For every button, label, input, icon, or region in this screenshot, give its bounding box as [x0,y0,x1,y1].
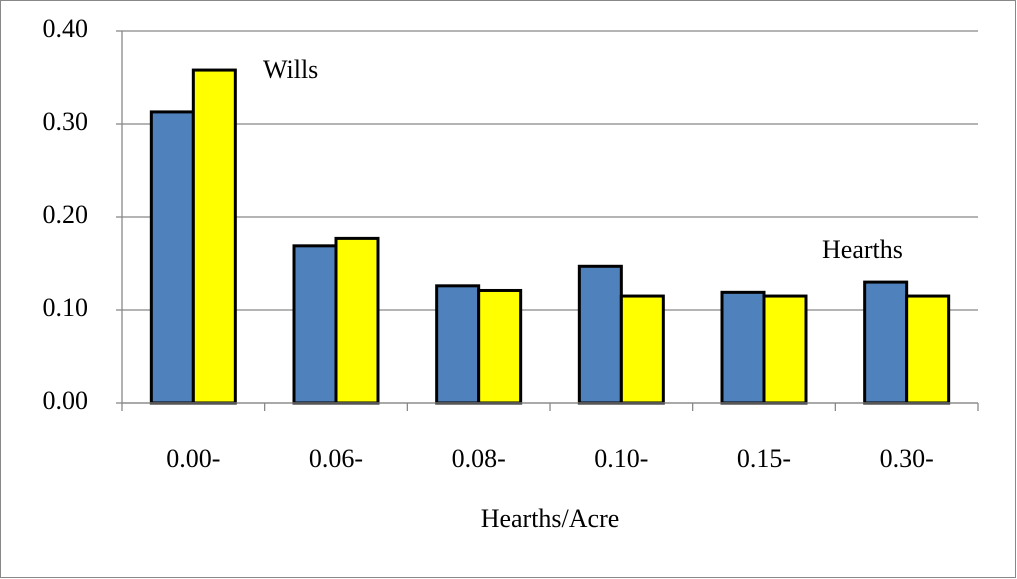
x-tick-label: 0.15- [737,444,791,473]
series-label: Wills [263,55,318,84]
y-tick-label: 0.40 [43,14,89,43]
bar [334,236,380,405]
y-tick-label: 0.00 [43,386,89,415]
bar [720,290,766,405]
x-tick-label: 0.30- [880,444,934,473]
bar [292,244,338,405]
bar [149,110,195,405]
y-tick-label: 0.30 [43,107,89,136]
bar [435,284,481,405]
bar [577,264,623,405]
y-tick-label: 0.20 [43,200,89,229]
bar [863,280,909,405]
bar [191,68,237,405]
series-label: Hearths [822,235,903,264]
bar [477,288,523,405]
bar [619,294,665,405]
bar [762,294,808,405]
bar [905,294,951,405]
x-axis-label: Hearths/Acre [481,504,620,533]
x-tick-label: 0.10- [594,444,648,473]
x-tick-label: 0.06- [309,444,363,473]
x-tick-label: 0.00- [166,444,220,473]
y-tick-label: 0.10 [43,293,89,322]
x-tick-label: 0.08- [452,444,506,473]
